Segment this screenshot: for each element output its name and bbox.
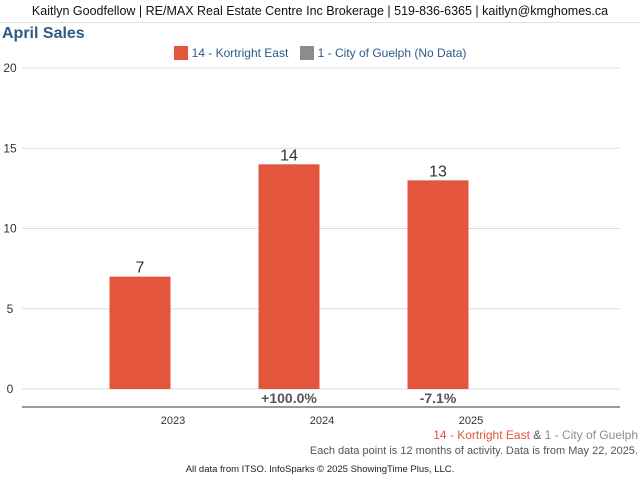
- legend-item-city-of-guelph[interactable]: 1 - City of Guelph (No Data): [299, 44, 467, 62]
- footer-series-secondary: 1 - City of Guelph: [544, 428, 638, 442]
- footer-series-caption: 14 - Kortright East & 1 - City of Guelph: [433, 428, 638, 442]
- legend-item-kortright-east[interactable]: 14 - Kortright East: [173, 44, 289, 62]
- legend-swatch-kortright-east: [173, 46, 188, 60]
- chart-title: April Sales: [2, 25, 85, 42]
- y-tick-label: 15: [3, 141, 17, 155]
- legend-swatch-city-of-guelph: [299, 46, 314, 60]
- y-tick-label: 20: [3, 61, 17, 75]
- y-tick-label: 5: [7, 302, 14, 316]
- change-label: +100.0%: [261, 390, 317, 406]
- change-label: -7.1%: [420, 390, 457, 406]
- bar-2025[interactable]: [407, 180, 469, 389]
- bar-value-label: 14: [280, 147, 298, 164]
- x-tick-label: 2024: [310, 415, 334, 427]
- bar-chart: 0 5 10 15 20 7 2023 14 +100.0% 2024 13 -7.1%2025: [3, 61, 620, 427]
- bar-2024[interactable]: [258, 164, 320, 389]
- x-tick-label: 2025: [459, 415, 483, 427]
- footer-series-joiner: &: [533, 428, 542, 442]
- footer-source: All data from ITSO. InfoSparks © 2025 Sh…: [185, 464, 455, 475]
- bar-2023[interactable]: [109, 276, 171, 389]
- footer-data-note: Each data point is 12 months of activity…: [309, 445, 638, 457]
- legend-label-kortright-east: 14 - Kortright East: [191, 46, 289, 60]
- agent-contact-header: Kaitlyn Goodfellow | RE/MAX Real Estate …: [0, 0, 640, 23]
- chart-legend: 14 - Kortright East 1 - City of Guelph (…: [0, 44, 640, 62]
- bar-value-label: 7: [136, 260, 145, 277]
- x-tick-label: 2023: [161, 415, 185, 427]
- footer-series-primary: 14 - Kortright East: [433, 428, 530, 442]
- y-tick-label: 10: [3, 222, 17, 236]
- legend-label-city-of-guelph: 1 - City of Guelph (No Data): [317, 46, 467, 60]
- bar-value-label: 13: [429, 163, 447, 180]
- y-tick-label: 0: [7, 382, 14, 396]
